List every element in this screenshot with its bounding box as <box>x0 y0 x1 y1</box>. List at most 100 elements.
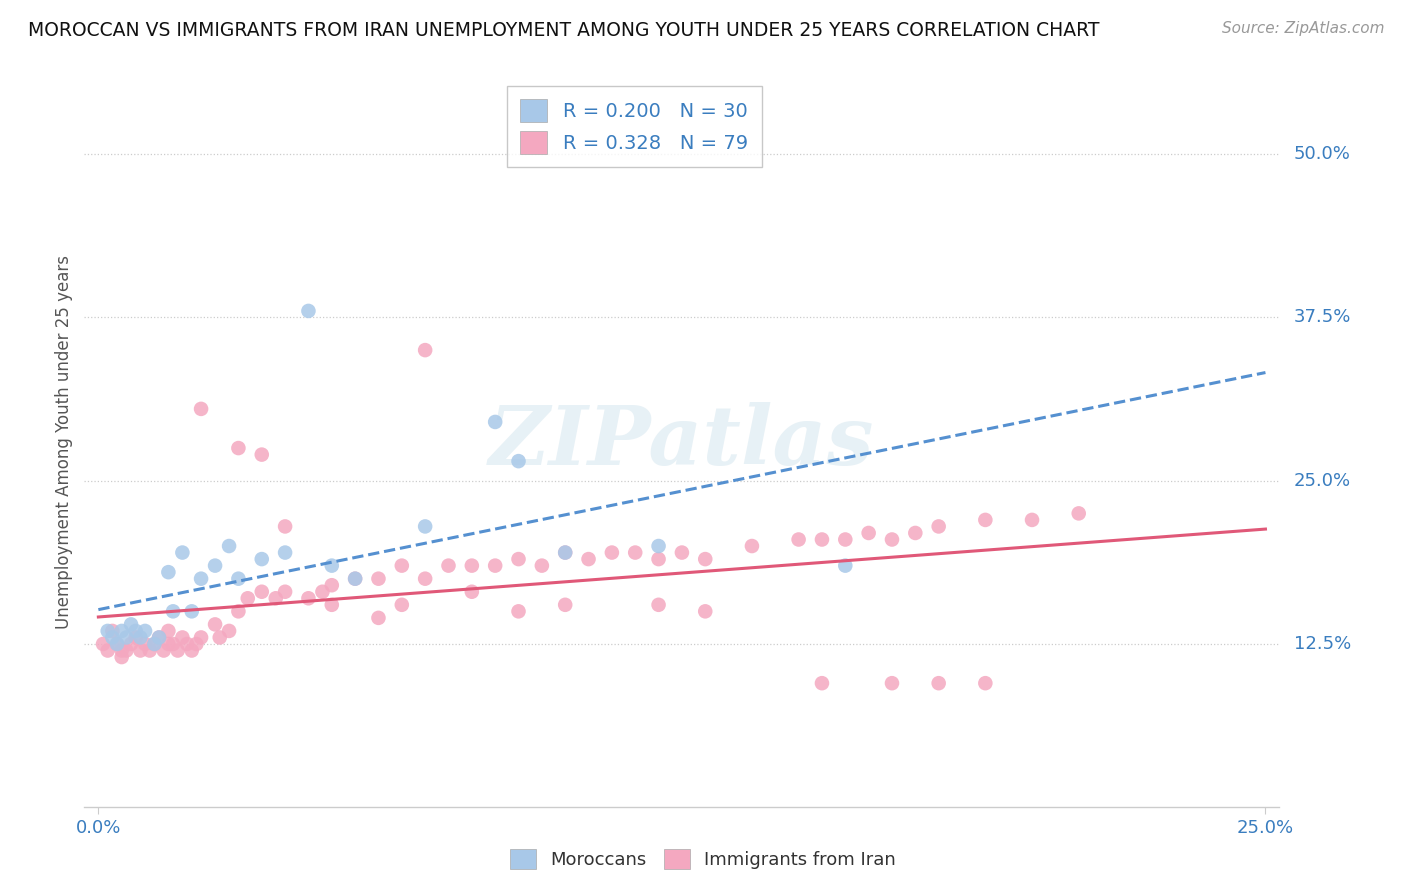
Point <box>484 415 506 429</box>
Point <box>1067 507 1090 521</box>
Text: 50.0%: 50.0% <box>1294 145 1351 163</box>
Point <box>111 650 134 665</box>
Point <box>413 572 436 586</box>
Point <box>508 604 530 618</box>
Point <box>166 643 188 657</box>
Point <box>186 637 208 651</box>
Point <box>228 572 250 586</box>
Text: 12.5%: 12.5% <box>1294 635 1351 653</box>
Point <box>484 558 506 573</box>
Point <box>297 591 319 606</box>
Legend: R = 0.200   N = 30, R = 0.328   N = 79: R = 0.200 N = 30, R = 0.328 N = 79 <box>506 86 762 168</box>
Point <box>413 343 436 358</box>
Point <box>143 637 166 651</box>
Point <box>172 631 194 645</box>
Point <box>236 591 259 606</box>
Point <box>344 572 367 586</box>
Point <box>880 676 903 690</box>
Point <box>125 631 148 645</box>
Point <box>647 552 669 566</box>
Point <box>297 304 319 318</box>
Point <box>190 572 212 586</box>
Point <box>461 558 484 573</box>
Point <box>115 631 138 645</box>
Point <box>157 565 180 579</box>
Point <box>600 545 623 559</box>
Point <box>904 526 927 541</box>
Point <box>204 617 226 632</box>
Point <box>250 552 273 566</box>
Point <box>554 598 576 612</box>
Point <box>115 643 138 657</box>
Point <box>157 637 180 651</box>
Point <box>391 558 413 573</box>
Point <box>218 624 240 638</box>
Text: Source: ZipAtlas.com: Source: ZipAtlas.com <box>1222 21 1385 36</box>
Point <box>367 572 389 586</box>
Point <box>344 572 367 586</box>
Point <box>413 519 436 533</box>
Point <box>101 624 124 638</box>
Point <box>125 624 148 638</box>
Point <box>129 631 152 645</box>
Point <box>530 558 553 573</box>
Point <box>974 676 997 690</box>
Point <box>162 637 184 651</box>
Point <box>578 552 600 566</box>
Point <box>111 624 134 638</box>
Point <box>311 584 333 599</box>
Point <box>274 519 297 533</box>
Point <box>152 643 174 657</box>
Point <box>787 533 810 547</box>
Point <box>437 558 460 573</box>
Point <box>134 637 156 651</box>
Point <box>834 558 856 573</box>
Point <box>834 533 856 547</box>
Point <box>101 631 124 645</box>
Point <box>367 611 389 625</box>
Point <box>134 624 156 638</box>
Point <box>928 676 950 690</box>
Point <box>97 624 120 638</box>
Point <box>91 637 114 651</box>
Point <box>111 643 134 657</box>
Point <box>190 631 212 645</box>
Point <box>157 624 180 638</box>
Point <box>228 441 250 455</box>
Text: ZIPatlas: ZIPatlas <box>489 401 875 482</box>
Point <box>120 637 142 651</box>
Point <box>461 584 484 599</box>
Point <box>105 637 128 651</box>
Point <box>138 643 160 657</box>
Point <box>695 604 717 618</box>
Point <box>143 637 166 651</box>
Point <box>741 539 763 553</box>
Point <box>129 643 152 657</box>
Point <box>321 578 343 592</box>
Point <box>176 637 198 651</box>
Point <box>120 617 142 632</box>
Point <box>1021 513 1043 527</box>
Point <box>172 545 194 559</box>
Text: 25.0%: 25.0% <box>1294 472 1351 490</box>
Point <box>811 533 834 547</box>
Point <box>928 519 950 533</box>
Point <box>105 637 128 651</box>
Point <box>250 584 273 599</box>
Point <box>228 604 250 618</box>
Point <box>624 545 647 559</box>
Point <box>274 584 297 599</box>
Point <box>274 545 297 559</box>
Point <box>218 539 240 553</box>
Point <box>180 643 202 657</box>
Point <box>858 526 880 541</box>
Point <box>508 552 530 566</box>
Point <box>97 643 120 657</box>
Point <box>208 631 231 645</box>
Point <box>204 558 226 573</box>
Y-axis label: Unemployment Among Youth under 25 years: Unemployment Among Youth under 25 years <box>55 254 73 629</box>
Point <box>695 552 717 566</box>
Point <box>974 513 997 527</box>
Text: MOROCCAN VS IMMIGRANTS FROM IRAN UNEMPLOYMENT AMONG YOUTH UNDER 25 YEARS CORRELA: MOROCCAN VS IMMIGRANTS FROM IRAN UNEMPLO… <box>28 21 1099 39</box>
Point <box>647 598 669 612</box>
